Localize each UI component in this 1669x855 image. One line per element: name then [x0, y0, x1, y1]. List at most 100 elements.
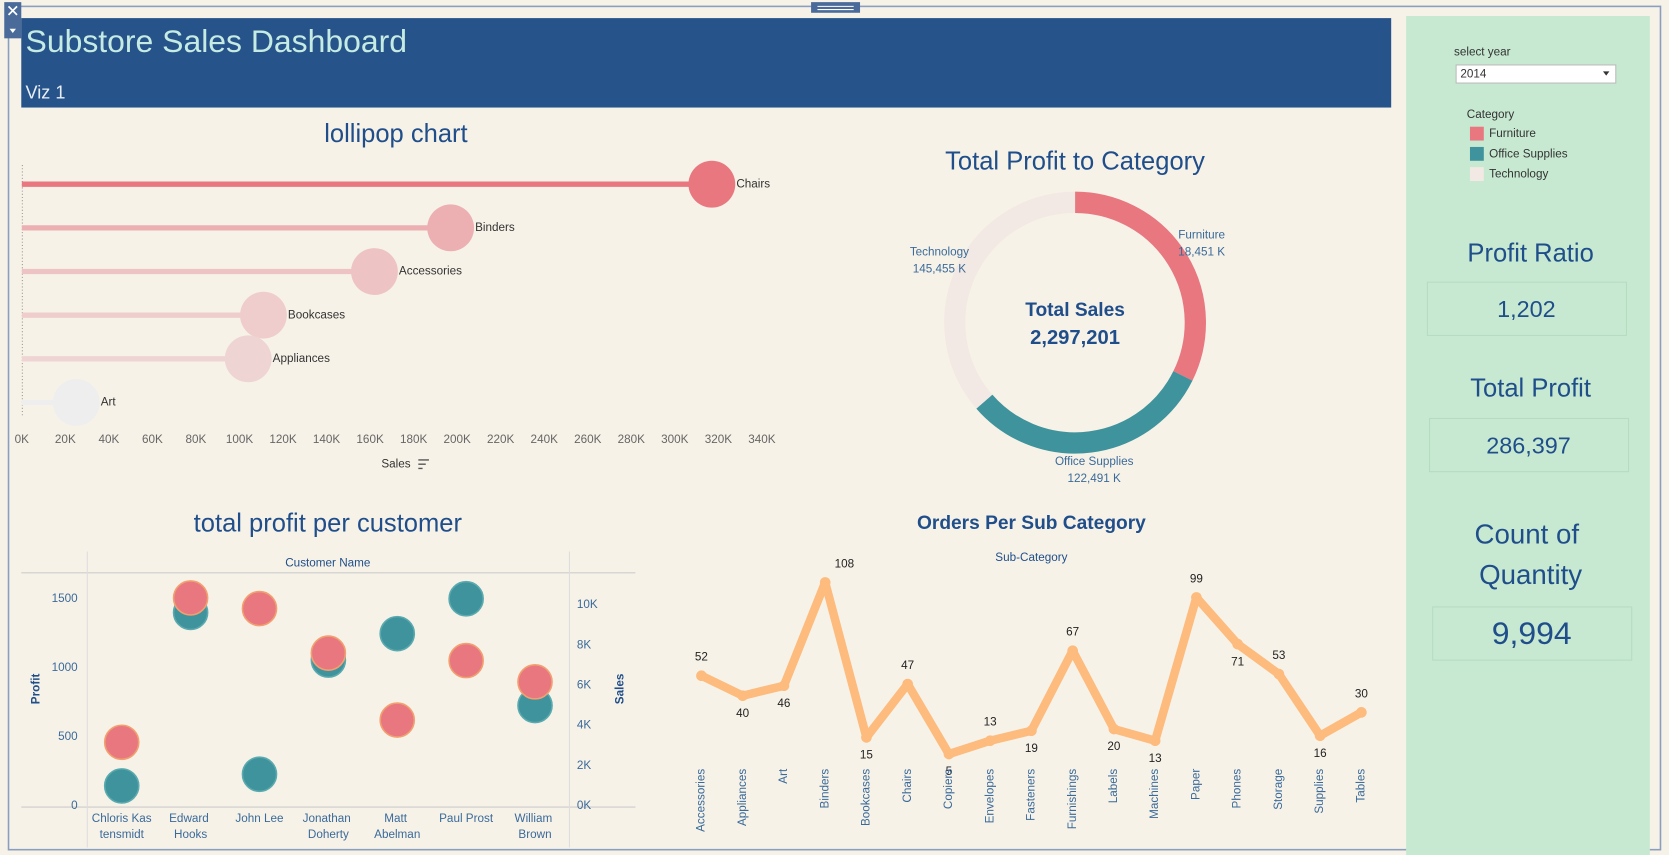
kpi-title: Count of Quantity — [1475, 519, 1587, 590]
line-point — [819, 577, 831, 588]
data-label: 30 — [1355, 687, 1369, 700]
data-label: 53 — [1272, 649, 1285, 662]
x-tick-label: 60K — [142, 433, 163, 446]
x-tick-label: Labels — [1107, 769, 1120, 804]
filter-label: select year — [1454, 45, 1511, 58]
year-value: 2014 — [1460, 68, 1487, 81]
line-point — [696, 670, 707, 682]
line-point — [737, 690, 749, 702]
x-tick-label: Matt Abelman — [374, 812, 420, 841]
x-tick-label: 280K — [618, 433, 646, 446]
x-tick-label: Appliances — [736, 769, 749, 826]
legend-label: Furniture — [1489, 127, 1536, 140]
lollipop-head — [688, 160, 736, 208]
x-tick-label: Tables — [1354, 769, 1367, 803]
kpi-title: Profit Ratio — [1467, 239, 1593, 267]
chart-title: Total Profit to Category — [945, 148, 1205, 176]
x-tick-label: 100K — [226, 433, 254, 446]
category-label: Art — [101, 396, 117, 409]
x-tick-label: Bookcases — [860, 769, 873, 826]
y2-tick-label: 4K — [577, 719, 592, 732]
legend-swatch — [1469, 167, 1484, 182]
year-dropdown[interactable] — [1455, 64, 1617, 84]
x-tick-label: 220K — [487, 433, 515, 446]
line-point — [778, 680, 790, 692]
data-label: 13 — [1149, 752, 1162, 765]
scatter-point — [172, 580, 209, 616]
category-label: Binders — [475, 221, 515, 234]
close-button[interactable] — [4, 2, 22, 39]
side-panel — [1406, 15, 1650, 855]
data-label: 20 — [1107, 740, 1121, 753]
dashboard-title: Substore Sales Dashboard — [26, 23, 407, 59]
scatter-point — [448, 642, 484, 679]
lollipop-head — [427, 204, 475, 252]
kpi-box — [1432, 606, 1633, 661]
scatter-point — [241, 590, 278, 627]
line-point — [984, 735, 996, 747]
x-tick-label: 300K — [661, 433, 689, 446]
y-tick-label: 0 — [71, 799, 78, 812]
kpi-title: Total Profit — [1470, 374, 1591, 402]
slice-label: Office Supplies — [1055, 455, 1134, 468]
line-point — [902, 678, 914, 690]
x-axis-label: Sales — [381, 457, 410, 470]
column-header: Sub-Category — [995, 551, 1067, 564]
x-tick-label: John Lee — [235, 812, 283, 825]
x-tick-label: Machines — [1148, 769, 1161, 819]
center-label: Total Sales — [1025, 300, 1125, 321]
line-point — [1191, 592, 1202, 603]
center-value: 2,297,201 — [1030, 327, 1120, 349]
y-axis-label: Profit — [29, 674, 42, 705]
y2-tick-label: 10K — [577, 598, 598, 611]
x-tick-label: William Brown — [515, 812, 556, 841]
category-label: Bookcases — [288, 308, 345, 321]
data-label: 71 — [1231, 655, 1244, 668]
kpi-box — [1426, 281, 1627, 336]
x-tick-label: 320K — [705, 433, 733, 446]
kpi-value: 286,397 — [1486, 432, 1571, 458]
line-point — [1232, 638, 1243, 650]
data-label: 46 — [777, 697, 790, 710]
legend-title: Category — [1467, 108, 1515, 121]
menu-icon — [9, 28, 16, 34]
lollipop-head — [240, 291, 287, 339]
x-tick-label: 40K — [98, 433, 119, 446]
slice-label: Furniture — [1178, 229, 1225, 242]
scatter-point — [517, 664, 553, 700]
x-tick-label: 340K — [748, 433, 776, 446]
line-point — [1108, 723, 1120, 735]
x-tick-label: 180K — [400, 433, 428, 446]
header-band — [21, 18, 1392, 108]
kpi-value: 1,202 — [1497, 296, 1556, 322]
chart-title: Orders Per Sub Category — [917, 513, 1146, 534]
x-tick-label: Chloris Kas tensmidt — [92, 812, 152, 841]
scatter-point — [241, 756, 278, 793]
x-tick-label: 160K — [356, 433, 384, 446]
scatter-point — [379, 615, 416, 652]
legend-label: Office Supplies — [1489, 147, 1568, 160]
chart-title: total profit per customer — [194, 510, 463, 538]
dashboard-subtitle: Viz 1 — [26, 82, 66, 102]
line-point — [1356, 707, 1367, 718]
x-tick-label: Art — [777, 768, 790, 784]
category-label: Chairs — [736, 177, 770, 190]
line-point — [1314, 730, 1326, 742]
x-tick-label: Furnishings — [1066, 769, 1079, 830]
line-point — [943, 748, 955, 760]
x-tick-label: Copiers — [942, 769, 955, 809]
y2-tick-label: 8K — [577, 638, 592, 651]
y-tick-label: 1000 — [52, 661, 79, 674]
data-label: 108 — [835, 557, 855, 570]
data-label: 13 — [984, 716, 997, 729]
data-label: 15 — [860, 749, 874, 762]
resize-handle[interactable] — [811, 2, 861, 13]
chart-title: lollipop chart — [324, 120, 467, 148]
x-tick-label: Chairs — [901, 769, 914, 803]
data-label: 47 — [901, 659, 914, 672]
x-tick-label: 240K — [531, 433, 559, 446]
donut-slice — [976, 371, 1193, 454]
kpi-value: 9,994 — [1492, 615, 1572, 651]
